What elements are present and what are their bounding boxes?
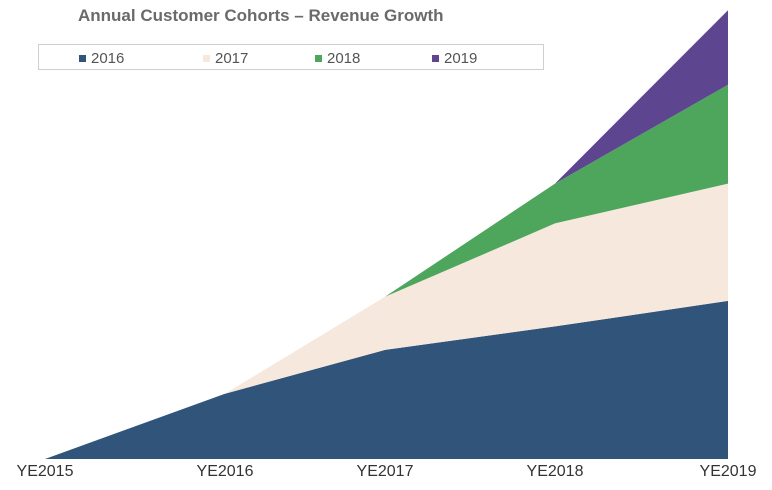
- area-series-2016: [45, 300, 728, 459]
- legend-item-2019: 2019: [432, 49, 477, 67]
- chart-legend: 2016 2017 2018 2019: [38, 44, 544, 70]
- legend-label-2018: 2018: [327, 49, 361, 67]
- legend-item-2017: 2017: [203, 49, 248, 67]
- x-tick-label-ye2018: YE2018: [526, 463, 584, 480]
- area-series-2017: [45, 183, 728, 459]
- legend-label-2016: 2016: [91, 49, 125, 67]
- legend-item-2016: 2016: [79, 49, 124, 67]
- legend-label-2017: 2017: [215, 49, 249, 67]
- legend-swatch-2019: [432, 54, 439, 62]
- x-tick-label-ye2019: YE2019: [699, 463, 757, 480]
- x-tick-label-ye2017: YE2017: [356, 463, 414, 480]
- x-tick-label-ye2015: YE2015: [16, 463, 74, 480]
- chart-title: Annual Customer Cohorts – Revenue Growth: [78, 6, 444, 25]
- legend-swatch-2017: [203, 54, 210, 62]
- legend-item-2018: 2018: [315, 49, 360, 67]
- legend-label-2019: 2019: [444, 49, 478, 67]
- legend-swatch-2018: [315, 54, 322, 62]
- x-tick-label-ye2016: YE2016: [196, 463, 254, 480]
- legend-swatch-2016: [79, 54, 86, 62]
